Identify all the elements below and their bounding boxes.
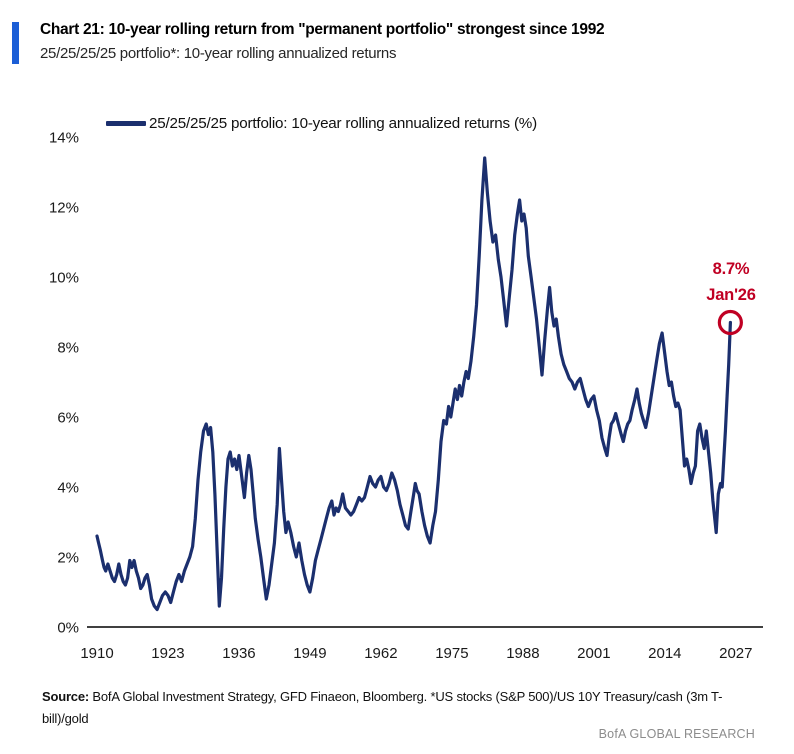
x-tick-label: 2027 <box>719 645 752 662</box>
legend-line-swatch <box>106 121 146 126</box>
x-tick-label: 1923 <box>151 645 184 662</box>
annotation-value: 8.7% <box>712 260 750 278</box>
source-label: Source: <box>42 689 90 704</box>
y-tick-label: 0% <box>57 620 79 637</box>
y-tick-label: 12% <box>49 200 79 217</box>
endpoint-circle-marker <box>717 309 743 336</box>
y-tick-label: 4% <box>57 480 79 497</box>
brand-mark: BofA GLOBAL RESEARCH <box>598 727 755 741</box>
y-tick-label: 10% <box>49 270 79 287</box>
annotation-date: Jan'26 <box>706 286 756 304</box>
endpoint-annotation: 8.7% Jan'26 <box>685 256 777 308</box>
portfolio-return-line <box>95 156 732 612</box>
y-tick-label: 6% <box>57 410 79 427</box>
x-tick-label: 1910 <box>80 645 113 662</box>
chart-legend: 25/25/25/25 portfolio: 10-year rolling a… <box>106 115 537 132</box>
legend-label: 25/25/25/25 portfolio: 10-year rolling a… <box>149 115 537 132</box>
title-accent-bar <box>12 22 19 64</box>
chart-title: Chart 21: 10-year rolling return from "p… <box>40 21 605 38</box>
chart-subtitle: 25/25/25/25 portfolio*: 10-year rolling … <box>40 45 397 62</box>
x-tick-label: 2014 <box>648 645 681 662</box>
x-tick-label: 1962 <box>364 645 397 662</box>
y-tick-label: 2% <box>57 550 79 567</box>
x-tick-label: 2001 <box>577 645 610 662</box>
x-tick-label: 1988 <box>506 645 539 662</box>
y-tick-label: 14% <box>49 130 79 147</box>
x-tick-label: 1975 <box>435 645 468 662</box>
source-note: Source: BofA Global Investment Strategy,… <box>42 686 758 730</box>
x-tick-label: 1949 <box>293 645 326 662</box>
y-tick-label: 8% <box>57 340 79 357</box>
x-tick-label: 1936 <box>222 645 255 662</box>
source-text: BofA Global Investment Strategy, GFD Fin… <box>42 689 723 726</box>
